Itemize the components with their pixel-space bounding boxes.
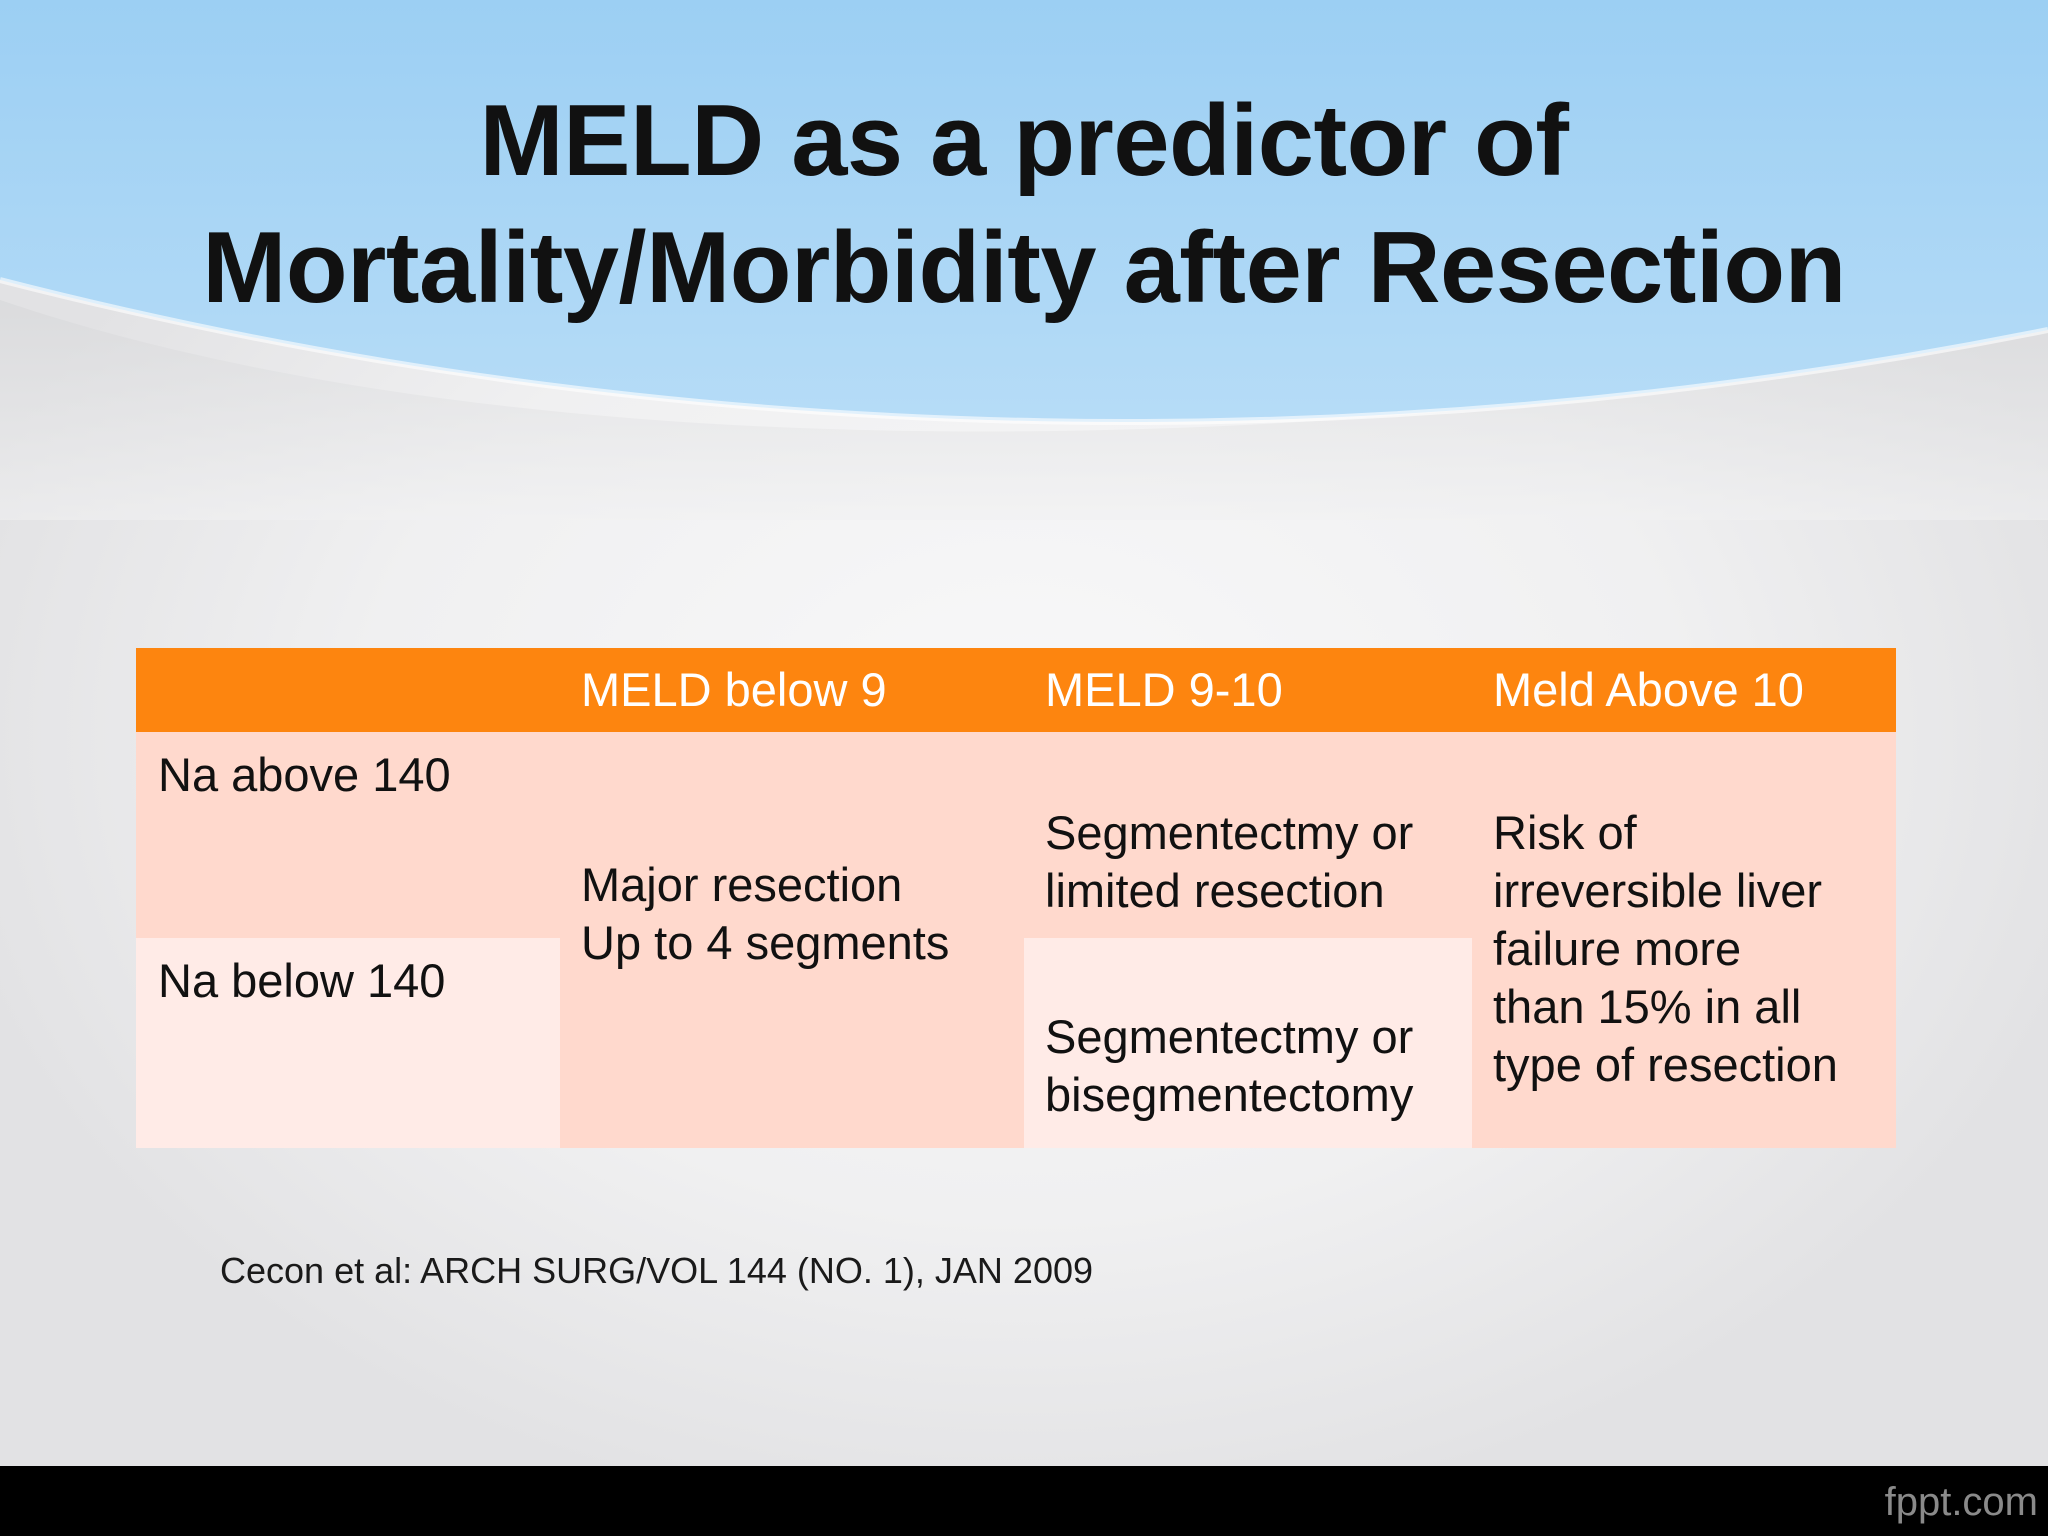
- cell-line: Up to 4 segments: [581, 916, 950, 969]
- cell-line: type of resection: [1493, 1038, 1838, 1091]
- row-label-na-above-140: Na above 140: [136, 732, 560, 938]
- header-meld-above-10: Meld Above 10: [1493, 663, 1804, 716]
- cell-line: bisegmentectomy: [1045, 1068, 1414, 1121]
- cell-meld-below-9: Major resection Up to 4 segments: [560, 732, 1024, 1148]
- meld-table: MELD below 9 MELD 9-10 Meld Above 10 Na …: [136, 648, 1896, 1148]
- header-wave: [0, 0, 2048, 520]
- header-meld-below-9: MELD below 9: [581, 663, 887, 716]
- footer-brand: fppt.com: [1884, 1480, 2038, 1524]
- slide-title: MELD as a predictor of Mortality/Morbidi…: [0, 78, 2048, 332]
- cell-meld-9-10-na-below: Segmentectmy or bisegmentectomy: [1024, 938, 1472, 1148]
- citation: Cecon et al: ARCH SURG/VOL 144 (NO. 1), …: [220, 1250, 1094, 1291]
- cell-line: irreversible liver: [1493, 864, 1823, 917]
- title-line-2: Mortality/Morbidity after Resection: [202, 212, 1846, 324]
- row-label-text: Na below 140: [158, 954, 446, 1007]
- cell-meld-9-10-na-above: Segmentectmy or limited resection: [1024, 732, 1472, 938]
- header-meld-9-10: MELD 9-10: [1045, 663, 1283, 716]
- cell-line: than 15% in all: [1493, 980, 1802, 1033]
- table-header-bar: [136, 648, 1896, 732]
- cell-line: Segmentectmy or: [1045, 806, 1414, 859]
- row-label-na-below-140: Na below 140: [136, 938, 560, 1148]
- cell-line: Major resection: [581, 858, 903, 911]
- row-label-text: Na above 140: [158, 748, 451, 801]
- title-line-1: MELD as a predictor of: [479, 85, 1569, 197]
- cell-line: Risk of: [1493, 806, 1637, 859]
- cell-meld-above-10: Risk of irreversible liver failure more …: [1472, 732, 1896, 1148]
- cell-line: failure more: [1493, 922, 1742, 975]
- cell-line: Segmentectmy or: [1045, 1010, 1414, 1063]
- footer-bar: [0, 1466, 2048, 1536]
- cell-line: limited resection: [1045, 864, 1385, 917]
